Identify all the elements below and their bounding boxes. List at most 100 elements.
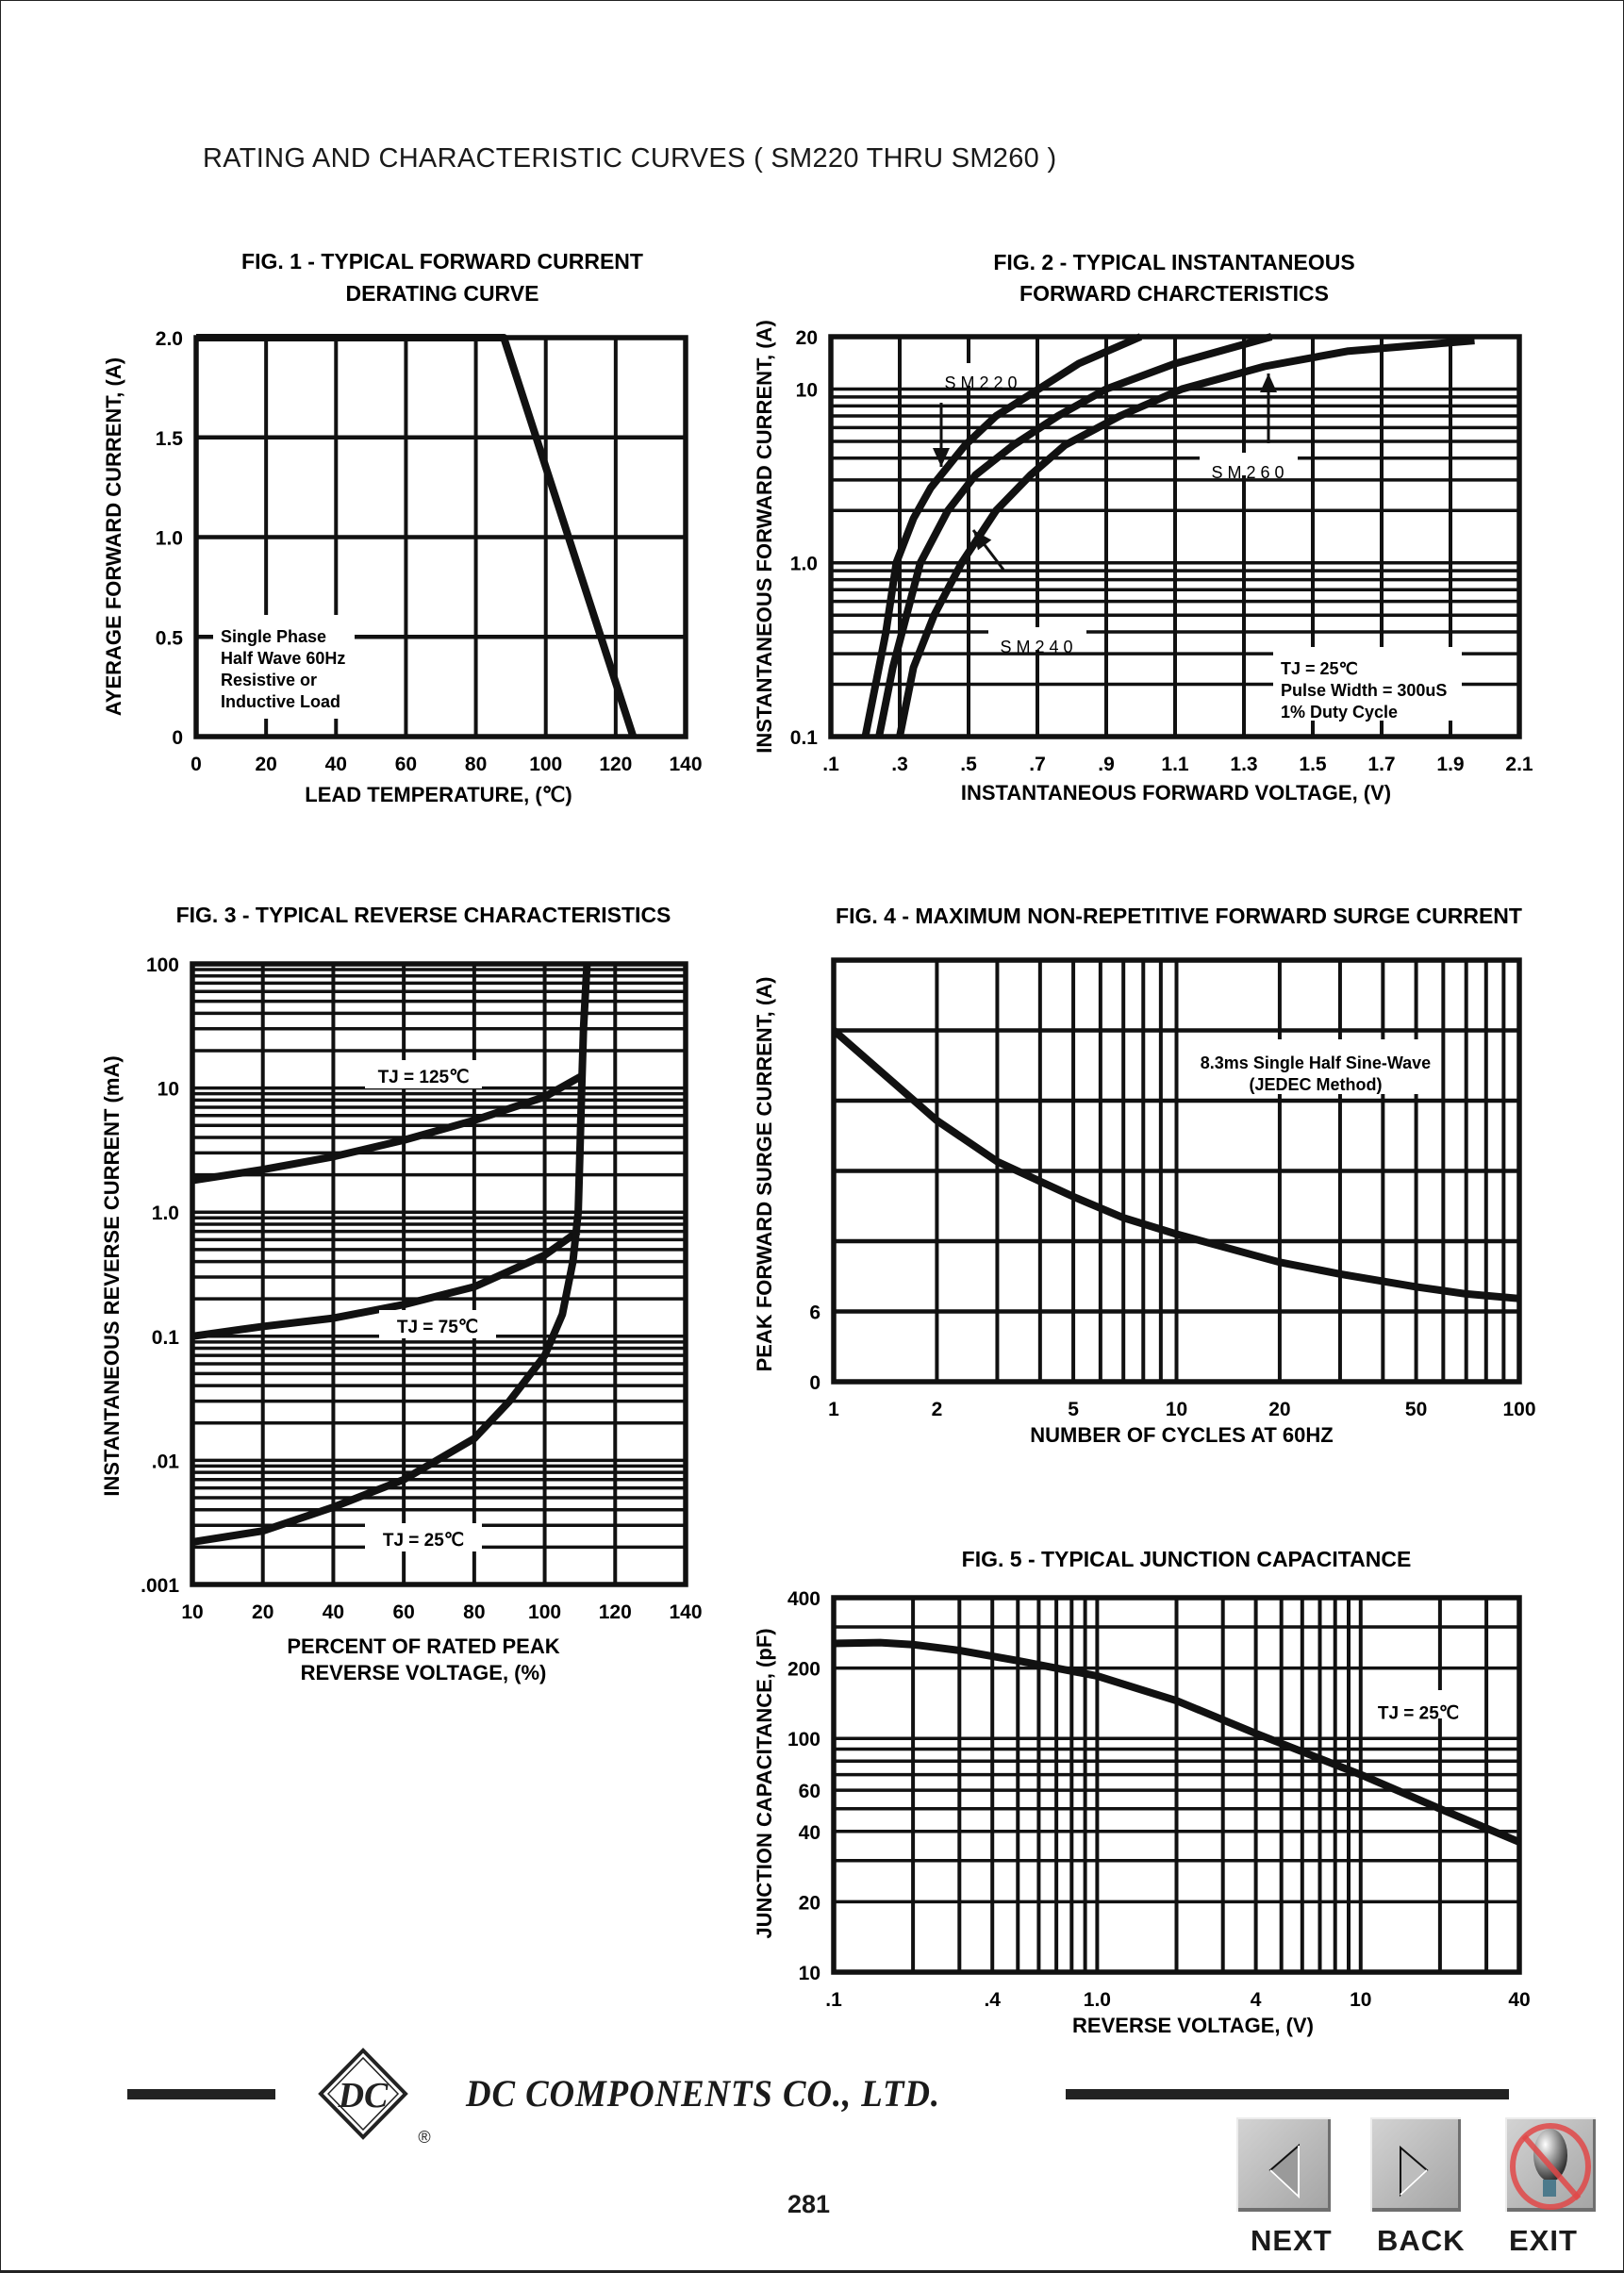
x-tick-label: 120 (599, 754, 632, 775)
y-tick-label: .01 (152, 1451, 180, 1472)
series-line (191, 1228, 581, 1340)
x-tick-label: 100 (528, 1601, 561, 1623)
annotation-text: TJ = 25℃ (1378, 1704, 1459, 1724)
y-tick-label: 10 (799, 1963, 820, 1984)
no-entry-icon (1510, 2123, 1591, 2210)
x-tick-label: 100 (1502, 1399, 1535, 1420)
x-tick-label: 0 (191, 754, 202, 775)
x-tick-label: 40 (323, 1601, 344, 1623)
y-tick-label: 400 (787, 1588, 820, 1610)
x-tick-label: 20 (255, 754, 276, 775)
x-axis-label: PERCENT OF RATED PEAK (287, 1634, 559, 1658)
series-line (833, 1638, 1521, 1846)
y-axis-label: PEAK FORWARD SURGE CURRENT, (A) (753, 977, 776, 1372)
x-tick-label: 1 (828, 1399, 839, 1420)
x-tick-label: .7 (1029, 754, 1046, 775)
series-line (191, 963, 591, 1546)
x-tick-label: 1.0 (1084, 1989, 1111, 2011)
x-tick-label: 140 (669, 1601, 702, 1623)
next-button[interactable] (1236, 2117, 1331, 2212)
y-tick-label: 60 (799, 1781, 820, 1802)
company-logo: DC ® (318, 2048, 431, 2147)
chart-title: FIG. 5 - TYPICAL JUNCTION CAPACITANCE (962, 1547, 1412, 1571)
x-axis-label: REVERSE VOLTAGE, (V) (1072, 2014, 1314, 2037)
chart-title: FIG. 4 - MAXIMUM NON-REPETITIVE FORWARD … (836, 904, 1522, 928)
x-tick-label: 2.1 (1505, 754, 1533, 775)
x-tick-label: 10 (181, 1601, 203, 1623)
y-axis-label: INSTANTANEOUS FORWARD CURRENT, (A) (753, 320, 776, 754)
x-axis-label: NUMBER OF CYCLES AT 60HZ (1030, 1423, 1333, 1447)
x-tick-label: .9 (1098, 754, 1115, 775)
x-tick-label: 50 (1405, 1399, 1427, 1420)
y-tick-label: 0 (172, 727, 183, 749)
plot-frame (831, 1595, 1522, 1975)
x-tick-label: 140 (669, 754, 702, 775)
chart-title: FIG. 1 - TYPICAL FORWARD CURRENT (241, 249, 643, 274)
footer-rule-left (127, 2089, 275, 2099)
annotation-text: S M 2 2 0 (944, 373, 1017, 392)
annotation-text: 1% Duty Cycle (1281, 703, 1398, 722)
x-tick-label: 40 (1508, 1989, 1530, 2011)
series-line (831, 1027, 1520, 1302)
series-label: TJ = 125℃ (378, 1068, 470, 1087)
y-tick-label: 1.0 (156, 528, 183, 550)
plot-frame (831, 957, 1522, 1385)
annotation-text: (JEDEC Method) (1250, 1075, 1383, 1094)
y-tick-label: 6 (809, 1302, 820, 1324)
series-label-box (365, 1060, 482, 1088)
x-tick-label: .3 (891, 754, 908, 775)
x-tick-label: 10 (1350, 1989, 1371, 2011)
x-tick-label: .1 (825, 1989, 842, 2011)
chart-title: FIG. 2 - TYPICAL INSTANTANEOUS (993, 250, 1354, 274)
annotation-box (1369, 1690, 1467, 1718)
chart-title: DERATING CURVE (346, 281, 539, 306)
x-tick-label: 4 (1251, 1989, 1262, 2011)
annotation-box (1200, 453, 1298, 475)
chart-fig-1: FIG. 1 - TYPICAL FORWARD CURRENT DERATING… (102, 249, 703, 806)
series-line (861, 333, 1143, 738)
annotation-text: 8.3ms Single Half Sine-Wave (1201, 1054, 1431, 1072)
annotation-box (934, 363, 1028, 386)
y-axis-label: JUNCTION CAPACITANCE, (pF) (753, 1628, 776, 1938)
series-line (875, 333, 1273, 738)
chart-fig-4: FIG. 4 - MAXIMUM NON-REPETITIVE FORWARD … (753, 904, 1536, 1447)
x-tick-label: 1.7 (1367, 754, 1395, 775)
company-name: DC COMPONENTS CO., LTD. (466, 2072, 941, 2115)
x-tick-label: 2 (932, 1399, 943, 1420)
annotation-text: Resistive or (221, 671, 317, 689)
triangle-left-icon (1268, 2143, 1300, 2199)
back-button[interactable] (1370, 2117, 1461, 2212)
x-tick-label: 1.5 (1299, 754, 1327, 775)
x-axis-label: INSTANTANEOUS FORWARD VOLTAGE, (V) (961, 781, 1391, 805)
annotation-text: Pulse Width = 300uS (1281, 681, 1447, 700)
arrow-sm240-head (973, 530, 992, 551)
x-tick-label: .1 (822, 754, 839, 775)
annotation-text: Single Phase (221, 627, 326, 646)
annotation-text: Half Wave 60Hz (221, 649, 345, 668)
x-tick-label: 100 (529, 754, 562, 775)
series-label-box (365, 1523, 482, 1551)
x-tick-label: 1.1 (1161, 754, 1189, 775)
y-tick-label: 2.0 (156, 328, 183, 350)
annotation-box (1190, 1039, 1441, 1094)
x-tick-label: 120 (599, 1601, 632, 1623)
x-tick-label: 20 (1268, 1399, 1290, 1420)
plot-frame (828, 334, 1522, 739)
y-tick-label: 1.0 (790, 554, 818, 575)
x-axis-label: REVERSE VOLTAGE, (%) (301, 1661, 547, 1684)
chart-title: FIG. 3 - TYPICAL REVERSE CHARACTERISTICS (176, 903, 671, 927)
triangle-right-icon (1400, 2145, 1429, 2198)
annotation-box (988, 627, 1086, 650)
annotation-text: Inductive Load (221, 692, 340, 711)
x-tick-label: 40 (325, 754, 347, 775)
y-tick-label: 10 (796, 379, 818, 401)
x-tick-label: 10 (1166, 1399, 1187, 1420)
chart-fig-5: FIG. 5 - TYPICAL JUNCTION CAPACITANCE .1.… (753, 1547, 1531, 2037)
back-label: BACK (1377, 2224, 1466, 2257)
y-tick-label: 100 (787, 1729, 820, 1750)
exit-button[interactable] (1505, 2117, 1596, 2212)
plot-frame (190, 961, 688, 1587)
x-tick-label: 60 (392, 1601, 414, 1623)
series-line (196, 334, 638, 738)
